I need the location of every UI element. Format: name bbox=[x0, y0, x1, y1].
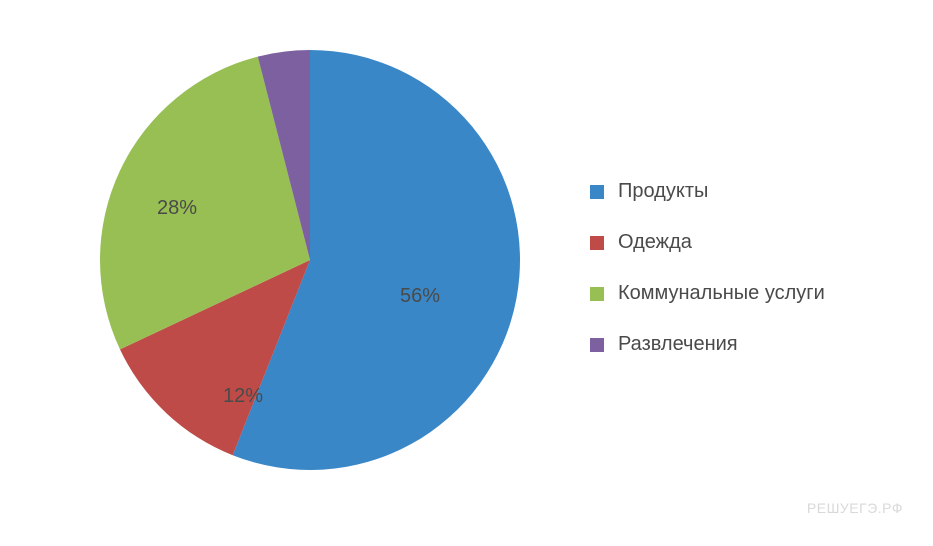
legend-item-2[interactable]: Коммунальные услуги bbox=[590, 282, 825, 305]
legend-swatch-icon bbox=[590, 338, 604, 352]
pie-svg bbox=[95, 45, 525, 475]
legend-label: Коммунальные услуги bbox=[618, 282, 825, 305]
legend-label: Продукты bbox=[618, 180, 708, 203]
legend-label: Одежда bbox=[618, 231, 692, 254]
slice-label-0: 56% bbox=[400, 285, 440, 308]
slice-label-1: 12% bbox=[223, 385, 263, 408]
slice-label-2: 28% bbox=[157, 197, 197, 220]
legend-swatch-icon bbox=[590, 287, 604, 301]
pie-chart: 56% 12% 28% bbox=[95, 45, 525, 475]
legend-swatch-icon bbox=[590, 236, 604, 250]
legend-item-3[interactable]: Развлечения bbox=[590, 333, 825, 356]
chart-container: 56% 12% 28% Продукты Одежда Коммунальные… bbox=[0, 0, 933, 546]
legend-item-0[interactable]: Продукты bbox=[590, 180, 825, 203]
legend: Продукты Одежда Коммунальные услуги Разв… bbox=[590, 180, 825, 384]
legend-label: Развлечения bbox=[618, 333, 738, 356]
legend-item-1[interactable]: Одежда bbox=[590, 231, 825, 254]
watermark-text: РЕШУЕГЭ.РФ bbox=[807, 500, 903, 516]
legend-swatch-icon bbox=[590, 185, 604, 199]
